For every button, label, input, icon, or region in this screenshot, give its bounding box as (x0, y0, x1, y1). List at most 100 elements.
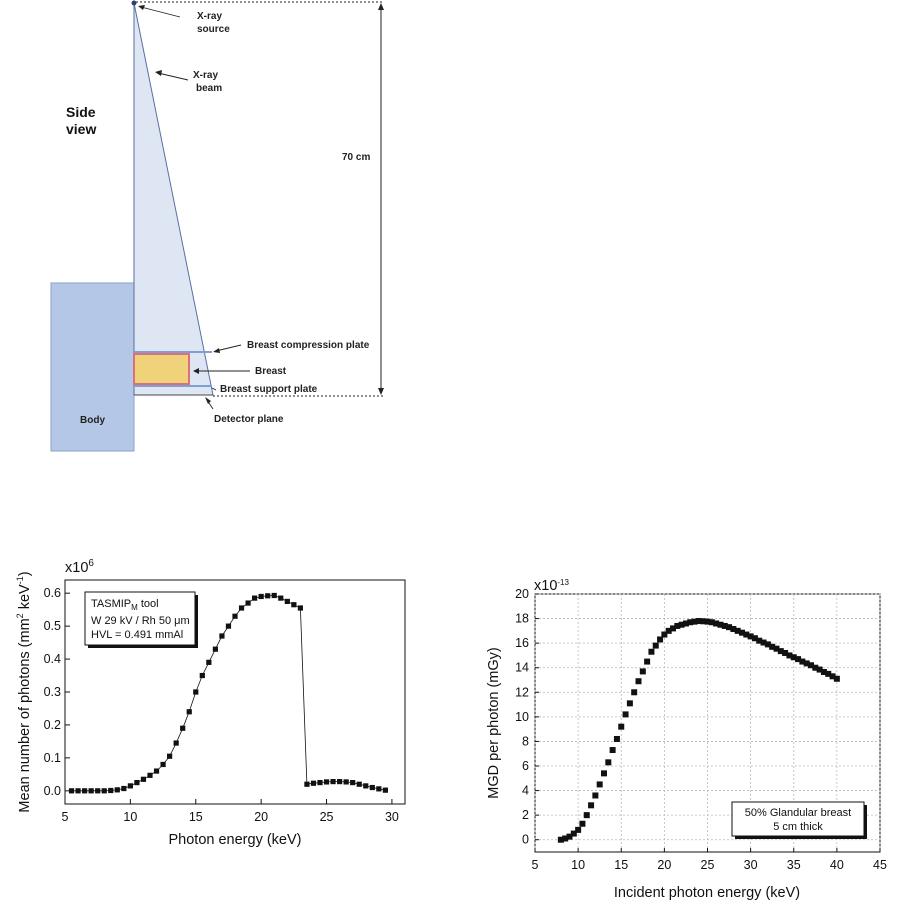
chart1-ylabel-p1: 2 (15, 613, 25, 618)
chart2-data-point (583, 812, 590, 819)
chart1-ytick-label: 0.0 (44, 784, 61, 798)
chart1-data-point (219, 633, 225, 639)
chart2-data-point (816, 666, 823, 673)
chart2-ylabel: MGD per photon (mGy) (486, 647, 502, 799)
chart2-ytick-label: 0 (522, 833, 529, 847)
chart2-data-point (678, 621, 685, 628)
chart2-xlabel: Incident photon energy (keV) (614, 885, 800, 901)
chart1-data-point (127, 783, 133, 789)
chart1-data-point (95, 788, 101, 794)
chart1-data-point (356, 781, 362, 787)
chart1-legend: TASMIPM tool W 29 kV / Rh 50 μm HVL = 0.… (84, 591, 198, 648)
chart1-multiplier: x106 (65, 558, 94, 576)
breast-label: Breast (255, 366, 287, 377)
chart2-data-point (618, 723, 625, 730)
chart1-data-point (186, 709, 192, 715)
chart2-ytick-label: 10 (515, 710, 529, 724)
chart1-data-point (304, 781, 310, 787)
chart1-legend-sub: M (131, 603, 138, 612)
chart2-data-point (743, 631, 750, 638)
chart2-data-point (557, 836, 564, 843)
chart2-data-point (592, 792, 599, 799)
chart1-data-point (75, 788, 81, 794)
chart2-data-point (665, 627, 672, 634)
chart2-data-point (756, 637, 763, 644)
compression-plate-label: Breast compression plate (247, 340, 370, 351)
chart2-xtick-label: 20 (657, 858, 671, 872)
chart1-ylabel-p2: keV (17, 584, 33, 613)
beam-pointer-head (155, 70, 162, 76)
chart2-data-point (799, 658, 806, 665)
chart1-data-point (284, 598, 290, 605)
photon-spectrum-chart: x106 5 10 15 20 25 30 0.0 0.1 0.2 0.3 0.4 0.5 0.6 Ph… (15, 558, 406, 848)
chart2-multiplier-base: x10 (534, 578, 557, 594)
beam-pointer (157, 72, 189, 81)
chart2-data-point (751, 635, 758, 642)
chart1-ytick-label: 0.4 (44, 652, 61, 666)
chart1-legend-line-3: HVL = 0.491 mmAl (91, 629, 183, 641)
chart2-data-point (613, 735, 620, 742)
chart2-data-point (588, 802, 595, 809)
chart2-xtick-label: 10 (571, 858, 585, 872)
chart2-data-point (773, 645, 780, 652)
chart2-data-point (721, 622, 728, 629)
chart1-data-point (265, 593, 271, 599)
chart2-data-point (601, 770, 607, 777)
chart1-data-point (121, 785, 127, 792)
chart1-xtick-label: 5 (62, 810, 69, 824)
chart2-data-point (609, 747, 616, 754)
xray-beam (133, 2, 214, 396)
chart2-legend-box (731, 801, 865, 837)
chart1-ytick-label: 0.1 (44, 751, 61, 765)
xray-source-dot (131, 0, 137, 6)
chart1-ylabel-p0: Mean number of photons (mm (17, 618, 33, 812)
chart2-legend: 50% Glandular breast 5 cm thick (731, 801, 867, 839)
chart2-points (557, 618, 840, 843)
chart2-legend-line-1: 50% Glandular breast (745, 807, 851, 819)
chart1-legend-tasmip: TASMIP (91, 598, 131, 610)
chart2-ytick-label: 16 (515, 636, 529, 650)
chart2-data-point (782, 649, 789, 656)
chart2-data-point (670, 625, 676, 632)
chart1-data-point (134, 779, 140, 786)
chart2-data-point (833, 675, 840, 682)
chart2-data-point (739, 629, 745, 636)
chart1-data-point (225, 623, 232, 629)
chart1-data-point (297, 605, 303, 611)
chart1-data-point (258, 593, 264, 600)
side-view-label-1: Side (66, 104, 96, 120)
chart2-data-point (769, 643, 776, 650)
chart2-data-point (717, 621, 724, 628)
chart1-data-point (160, 761, 166, 768)
distance-arrow-head-bottom (378, 388, 384, 395)
chart2-xtick-label: 5 (532, 858, 539, 872)
chart1-data-point (291, 602, 297, 608)
chart1-ytick-label: 0.5 (44, 619, 61, 633)
chart2-ytick-label: 6 (522, 759, 529, 773)
chart1-ytick-label: 0.2 (44, 718, 61, 732)
chart2-ytick-label: 18 (515, 612, 529, 626)
chart1-data-point (238, 605, 245, 611)
chart2-xtick-label: 35 (787, 858, 801, 872)
chart1-xtick-label: 25 (320, 810, 334, 824)
chart2-data-point (695, 618, 702, 625)
distance-arrow-head-top (378, 3, 384, 10)
chart2-data-point (734, 627, 741, 634)
chart1-points (68, 592, 388, 794)
chart1-data-point (337, 779, 343, 785)
geometry-diagram: Side view X-ray source X-ray beam 70 cm … (50, 0, 384, 452)
chart2-data-point (635, 678, 642, 685)
chart2-data-point (579, 820, 586, 827)
chart1-multiplier-exp: 6 (88, 558, 94, 569)
chart2-data-point (622, 711, 629, 718)
chart1-data-point (323, 779, 330, 785)
chart1-data-point (108, 787, 114, 794)
chart2-xtick-label: 25 (701, 858, 715, 872)
chart2-data-point (726, 624, 733, 631)
chart2-ytick-label: 14 (515, 661, 529, 675)
detector-pointer-head (205, 397, 211, 404)
chart1-ytick-label: 0.6 (44, 586, 61, 600)
chart2-xtick-label: 45 (873, 858, 887, 872)
chart2-data-point (570, 830, 577, 837)
